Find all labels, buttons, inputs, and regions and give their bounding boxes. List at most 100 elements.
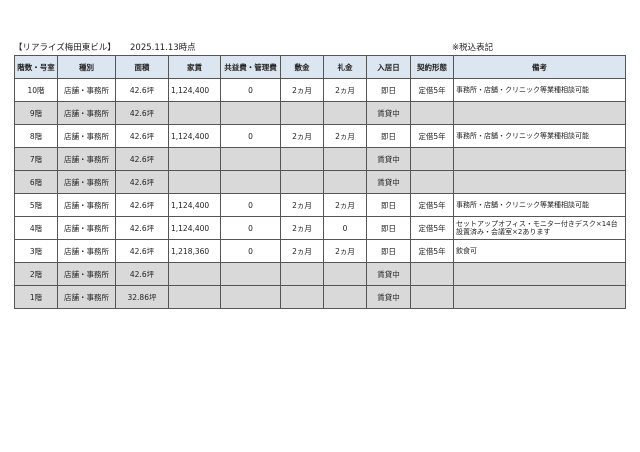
column-header-area: 面積 [115,55,169,79]
table-row: 5階 店舗・事務所 42.6坪 1,124,400 0 2ヵ月 2ヵ月 即日 定借5年 事務所・店… [14,193,626,217]
cell-deposit: 2ヵ月 [280,124,324,148]
cell-rent [168,285,221,309]
cell-fee: 0 [220,124,281,148]
cell-deposit [280,170,324,194]
cell-area: 42.6坪 [115,78,169,102]
cell-area: 42.6坪 [115,239,169,263]
cell-fee: 0 [220,239,281,263]
cell-move-in: 即日 [366,78,411,102]
cell-key-money: 0 [323,216,367,240]
cell-move-in: 即日 [366,124,411,148]
cell-deposit [280,262,324,286]
column-header-floor: 階数・号室 [14,55,58,79]
vacancy-table: 階数・号室 種別 面積 家賃 共益費・管理費 敷金 礼金 入居日 契約形態 備考 10階 店舗・事務… [14,55,626,309]
cell-contract [410,285,454,309]
cell-rent: 1,218,360 [168,239,221,263]
cell-deposit [280,101,324,125]
cell-note: 事務所・店舗・クリニック等業種相談可能 [453,78,626,102]
column-header-move-in: 入居日 [366,55,411,79]
cell-rent: 1,124,400 [168,216,221,240]
cell-area: 42.6坪 [115,101,169,125]
column-header-fee: 共益費・管理費 [220,55,281,79]
cell-area: 42.6坪 [115,124,169,148]
cell-type: 店舗・事務所 [57,262,116,286]
cell-area: 42.6坪 [115,216,169,240]
cell-key-money [323,262,367,286]
cell-key-money [323,285,367,309]
column-header-contract: 契約形態 [410,55,454,79]
cell-fee [220,147,281,171]
cell-fee: 0 [220,78,281,102]
cell-contract [410,262,454,286]
cell-type: 店舗・事務所 [57,78,116,102]
cell-area: 32.86坪 [115,285,169,309]
cell-note: 事務所・店舗・クリニック等業種相談可能 [453,193,626,217]
cell-rent [168,101,221,125]
cell-note: 事務所・店舗・クリニック等業種相談可能 [453,124,626,148]
cell-contract [410,170,454,194]
cell-floor: 9階 [14,101,58,125]
column-header-key-money: 礼金 [323,55,367,79]
cell-floor: 4階 [14,216,58,240]
cell-area: 42.6坪 [115,147,169,171]
cell-type: 店舗・事務所 [57,285,116,309]
cell-key-money: 2ヵ月 [323,193,367,217]
cell-deposit: 2ヵ月 [280,239,324,263]
cell-floor: 8階 [14,124,58,148]
cell-move-in: 賃貸中 [366,101,411,125]
cell-deposit: 2ヵ月 [280,216,324,240]
cell-floor: 6階 [14,170,58,194]
cell-area: 42.6坪 [115,170,169,194]
cell-rent [168,262,221,286]
cell-deposit [280,147,324,171]
table-row: 9階 店舗・事務所 42.6坪 賃貸中 [14,101,626,125]
table-row: 1階 店舗・事務所 32.86坪 賃貸中 [14,285,626,309]
cell-note [453,285,626,309]
cell-contract [410,101,454,125]
cell-floor: 5階 [14,193,58,217]
column-header-deposit: 敷金 [280,55,324,79]
cell-contract: 定借5年 [410,124,454,148]
cell-move-in: 即日 [366,239,411,263]
cell-floor: 3階 [14,239,58,263]
cell-fee [220,285,281,309]
cell-fee [220,170,281,194]
table-row: 2階 店舗・事務所 42.6坪 賃貸中 [14,262,626,286]
cell-key-money [323,170,367,194]
cell-type: 店舗・事務所 [57,170,116,194]
cell-type: 店舗・事務所 [57,239,116,263]
table-row: 3階 店舗・事務所 42.6坪 1,218,360 0 2ヵ月 2ヵ月 即日 定借5年 飲食可 [14,239,626,263]
cell-deposit: 2ヵ月 [280,78,324,102]
table-row: 7階 店舗・事務所 42.6坪 賃貸中 [14,147,626,171]
cell-note [453,170,626,194]
cell-area: 42.6坪 [115,193,169,217]
column-header-note: 備考 [453,55,626,79]
cell-contract [410,147,454,171]
cell-key-money [323,147,367,171]
cell-fee [220,101,281,125]
cell-rent [168,147,221,171]
cell-move-in: 賃貸中 [366,285,411,309]
cell-key-money: 2ヵ月 [323,239,367,263]
cell-rent [168,170,221,194]
cell-rent: 1,124,400 [168,78,221,102]
table-row: 4階 店舗・事務所 42.6坪 1,124,400 0 2ヵ月 0 即日 定借5年 セットアップオ… [14,216,626,240]
header-row: 階数・号室 種別 面積 家賃 共益費・管理費 敷金 礼金 入居日 契約形態 備考 [14,55,626,79]
cell-floor: 1階 [14,285,58,309]
cell-move-in: 即日 [366,193,411,217]
cell-floor: 7階 [14,147,58,171]
cell-contract: 定借5年 [410,78,454,102]
cell-fee: 0 [220,193,281,217]
cell-contract: 定借5年 [410,193,454,217]
building-name: 【リアライズ梅田東ビル】 [14,43,116,53]
cell-move-in: 賃貸中 [366,147,411,171]
cell-key-money: 2ヵ月 [323,78,367,102]
cell-note: セットアップオフィス・モニター付きデスク×14台設置済み・会議室×2あります [453,216,626,240]
cell-area: 42.6坪 [115,262,169,286]
table-row: 8階 店舗・事務所 42.6坪 1,124,400 0 2ヵ月 2ヵ月 即日 定借5年 事務所・店… [14,124,626,148]
cell-note [453,262,626,286]
table-row: 10階 店舗・事務所 42.6坪 1,124,400 0 2ヵ月 2ヵ月 即日 定借5年 事務所・… [14,78,626,102]
cell-fee [220,262,281,286]
cell-note [453,101,626,125]
table-row: 6階 店舗・事務所 42.6坪 賃貸中 [14,170,626,194]
